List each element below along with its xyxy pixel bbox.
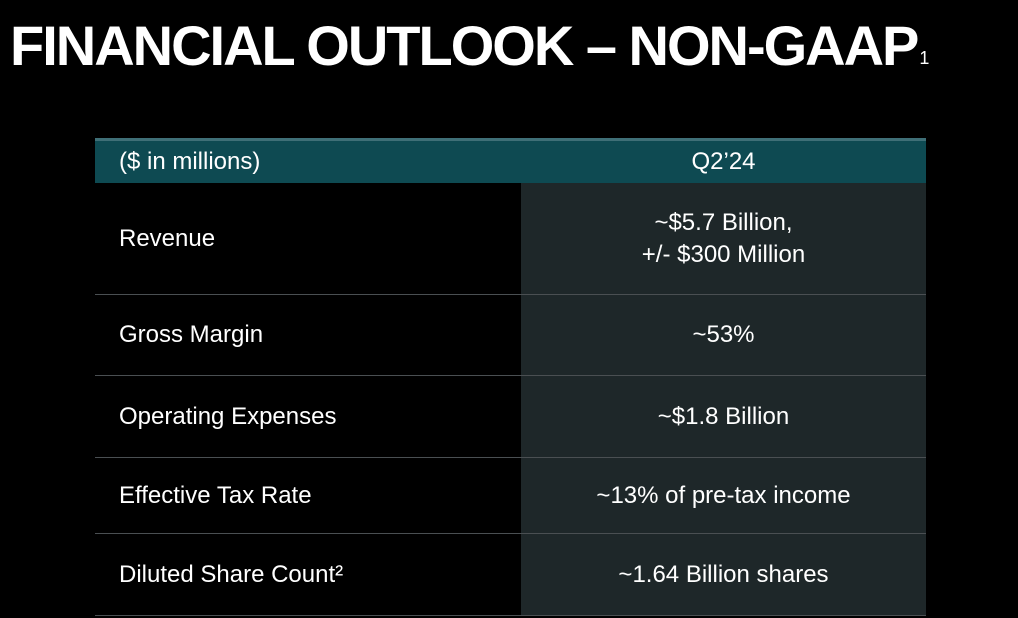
page-title: FINANCIAL OUTLOOK – NON-GAAP 1	[10, 10, 929, 82]
row-value-operating-expenses: ~$1.8 Billion	[521, 376, 926, 457]
row-value-gross-margin: ~53%	[521, 295, 926, 375]
row-value-diluted-share-count: ~1.64 Billion shares	[521, 534, 926, 615]
row-label-revenue: Revenue	[95, 183, 521, 294]
table-row-effective-tax-rate: Effective Tax Rate ~13% of pre-tax incom…	[95, 458, 926, 534]
row-label-operating-expenses: Operating Expenses	[95, 376, 521, 457]
row-label-gross-margin: Gross Margin	[95, 295, 521, 375]
row-label-effective-tax-rate: Effective Tax Rate	[95, 458, 521, 533]
table-row-revenue: Revenue ~$5.7 Billion, +/- $300 Million	[95, 183, 926, 295]
revenue-value-line-2: +/- $300 Million	[641, 240, 806, 268]
row-value-effective-tax-rate: ~13% of pre-tax income	[521, 458, 926, 533]
title-footnote-marker: 1	[919, 48, 930, 68]
revenue-value-line-1: ~$5.7 Billion,	[654, 208, 793, 236]
table-row-operating-expenses: Operating Expenses ~$1.8 Billion	[95, 376, 926, 458]
outlook-table: ($ in millions) Q2’24 Revenue ~$5.7 Bill…	[95, 138, 926, 616]
table-row-diluted-share-count: Diluted Share Count² ~1.64 Billion share…	[95, 534, 926, 616]
table-top-rule	[95, 138, 926, 141]
header-period-label: Q2’24	[691, 148, 756, 175]
header-units-label: ($ in millions)	[119, 148, 261, 175]
table-header-row: ($ in millions) Q2’24	[95, 141, 926, 183]
row-value-revenue: ~$5.7 Billion, +/- $300 Million	[521, 183, 926, 294]
page-title-text: FINANCIAL OUTLOOK – NON-GAAP	[10, 14, 919, 77]
row-label-diluted-share-count: Diluted Share Count²	[95, 534, 521, 615]
table-row-gross-margin: Gross Margin ~53%	[95, 295, 926, 376]
